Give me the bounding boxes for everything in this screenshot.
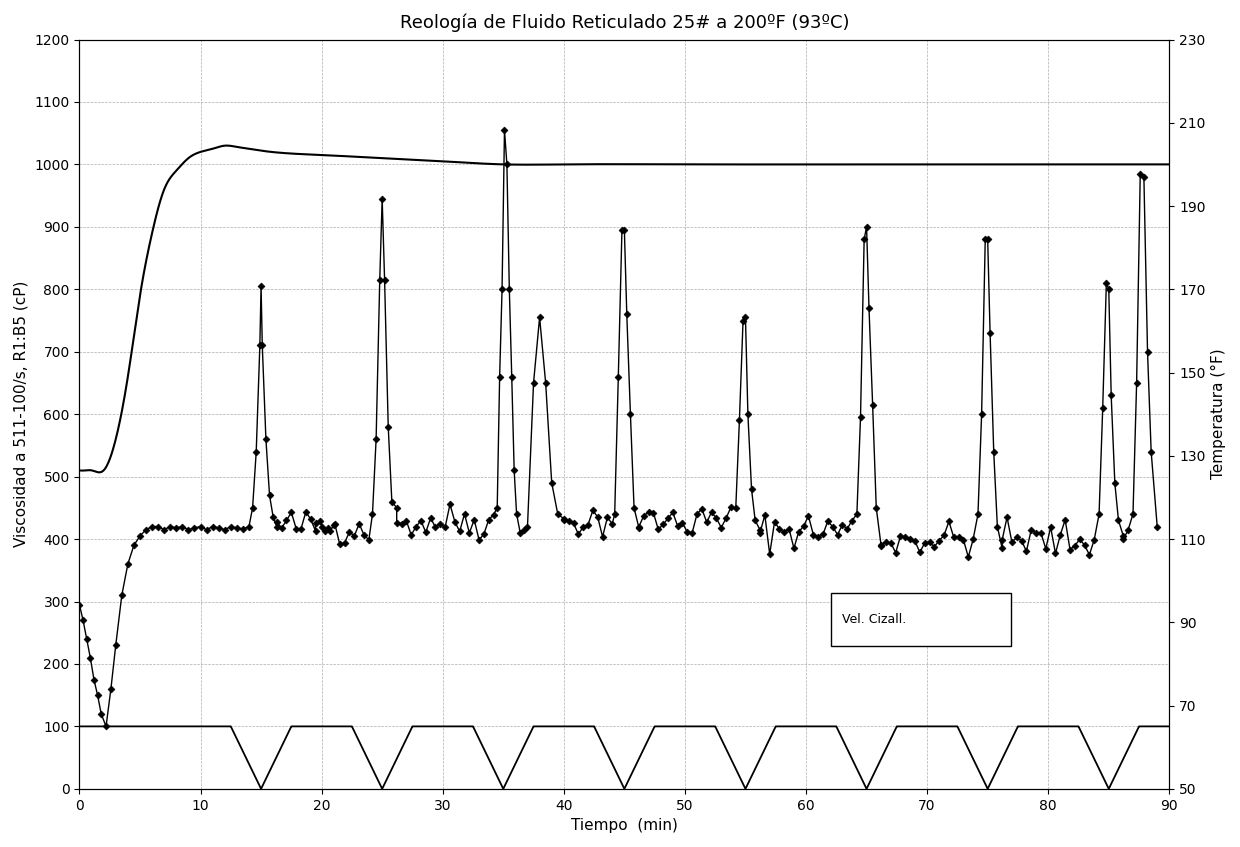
Y-axis label: Viscosidad a 511-100/s, R1:B5 (cP): Viscosidad a 511-100/s, R1:B5 (cP)	[14, 281, 29, 547]
Title: Reología de Fluido Reticulado 25# a 200ºF (93ºC): Reología de Fluido Reticulado 25# a 200º…	[399, 14, 849, 32]
Text: Vel. Cizall.: Vel. Cizall.	[842, 613, 906, 626]
X-axis label: Tiempo  (min): Tiempo (min)	[570, 818, 678, 833]
FancyBboxPatch shape	[832, 593, 1012, 646]
Y-axis label: Temperatura (°F): Temperatura (°F)	[1211, 349, 1226, 479]
